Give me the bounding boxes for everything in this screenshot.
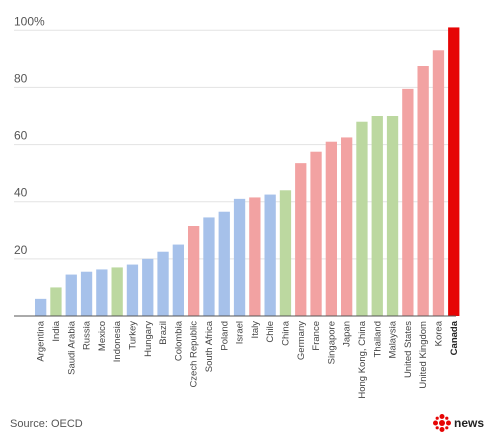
x-tick-label: Poland [219,321,230,351]
bar [432,50,445,317]
cbc-news-logo[interactable]: news [432,413,484,433]
x-tick-label: Singapore [326,321,337,364]
logo-text: news [454,416,485,430]
x-tick-label: China [280,320,291,346]
bar [233,198,246,316]
x-tick-label: Czech Republic [189,321,200,388]
x-tick-label: Brazil [158,321,169,345]
x-tick-label: Italy [250,321,261,339]
x-tick-label: United Kingdom [418,321,429,389]
bar [126,264,139,316]
x-tick-label: India [51,320,62,341]
x-tick-label: Russia [82,320,93,350]
bar [218,211,230,316]
y-tick-label: 40 [14,186,28,200]
bar [264,194,276,316]
x-tick-label: United States [403,321,414,378]
cbc-gem-icon [433,414,451,432]
x-tick-label: Saudi Arabia [66,320,77,375]
x-tick-label: Korea [433,320,444,346]
y-tick-label: 60 [14,129,28,143]
bar [172,244,184,316]
bar [157,251,169,316]
bar [203,217,215,316]
bar [35,298,47,316]
bar [65,274,77,316]
bar [386,116,399,316]
x-tick-label: Israel [235,321,246,344]
bar [80,271,93,316]
x-tick-label: Thailand [372,321,383,357]
x-tick-label: Malaysia [388,320,399,358]
x-tick-label: Indonesia [112,320,123,362]
y-tick-label: 80 [14,71,28,85]
x-tick-label: France [311,321,322,351]
x-tick-label: Hungary [143,321,154,357]
bar [417,66,429,316]
y-tick-label: 20 [14,243,28,257]
bar [295,163,307,316]
bar [371,116,383,316]
bar [188,226,200,316]
x-tick-label: Japan [342,321,353,347]
bar [50,287,62,316]
bar [111,267,123,316]
y-tick-label: 100% [14,14,45,28]
bar [356,121,368,316]
x-tick-label: Turkey [127,321,138,350]
x-tick-label: Mexico [97,321,108,351]
bar [402,88,414,316]
chart-bars [35,27,460,317]
x-tick-label: Hong Kong, China [357,320,368,398]
bar [279,190,292,316]
x-tick-label: Colombia [173,320,184,361]
bar [310,151,322,316]
bar-chart: 20 40 60 80 100% Argentina India Saudi Arabia R… [14,14,460,399]
x-tick-label: Argentina [36,320,47,361]
x-tick-label: Chile [265,321,276,343]
bar [448,27,460,317]
x-axis-ticks: Argentina India Saudi Arabia Russia Mexico In… [36,320,460,398]
x-tick-label: Germany [296,321,307,360]
bar [341,137,353,316]
bar [325,141,337,316]
x-tick-label: Canada [449,320,460,355]
bar [142,258,154,316]
bar [96,269,108,316]
bar [249,197,261,316]
source-note: Source: OECD [10,418,83,430]
y-axis-ticks: 20 40 60 80 100% [14,14,45,257]
x-tick-label: South Africa [204,320,215,372]
